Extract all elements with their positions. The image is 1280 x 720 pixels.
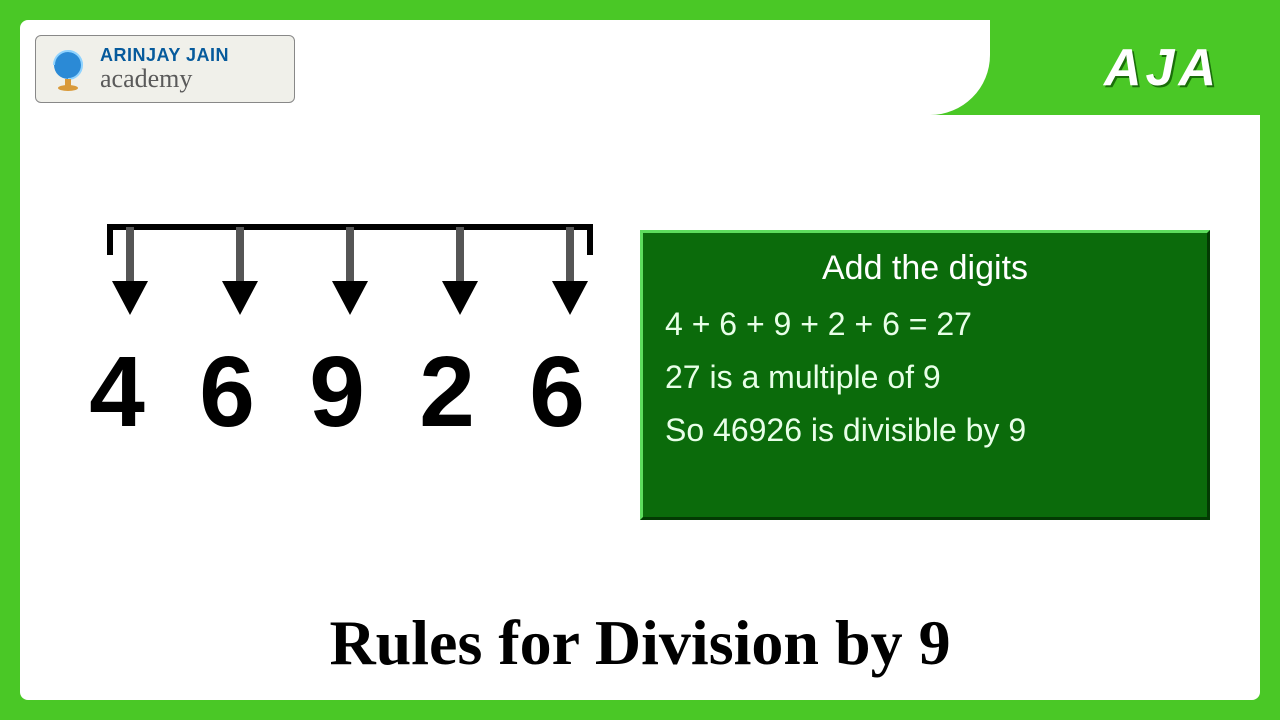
digit-0: 4 [80, 335, 154, 450]
digit-3: 2 [410, 335, 484, 450]
digit-row: 4 6 9 2 6 [80, 335, 594, 450]
footer-title: Rules for Division by 9 [20, 606, 1260, 680]
digit-4: 6 [520, 335, 594, 450]
bracket-arrows-icon [90, 215, 610, 325]
header-bar: ARINJAY JAIN academy AJA [20, 20, 1260, 115]
rule-line-2: 27 is a multiple of 9 [665, 359, 1185, 396]
content-area: 4 6 9 2 6 Add the digits 4 + 6 + 9 + 2 +… [20, 115, 1260, 605]
digit-2: 9 [300, 335, 374, 450]
rule-box-title: Add the digits [665, 249, 1185, 288]
rule-box: Add the digits 4 + 6 + 9 + 2 + 6 = 27 27… [640, 230, 1210, 520]
brand-short-label: AJA [1104, 38, 1220, 98]
rule-line-3: So 46926 is divisible by 9 [665, 412, 1185, 449]
logo-text-line2: academy [100, 66, 229, 92]
logo-text-line1: ARINJAY JAIN [100, 46, 229, 64]
brand-logo: ARINJAY JAIN academy [35, 35, 295, 103]
inner-frame: ARINJAY JAIN academy AJA [20, 20, 1260, 700]
globe-icon [46, 47, 90, 91]
digit-1: 6 [190, 335, 264, 450]
rule-line-1: 4 + 6 + 9 + 2 + 6 = 27 [665, 306, 1185, 343]
